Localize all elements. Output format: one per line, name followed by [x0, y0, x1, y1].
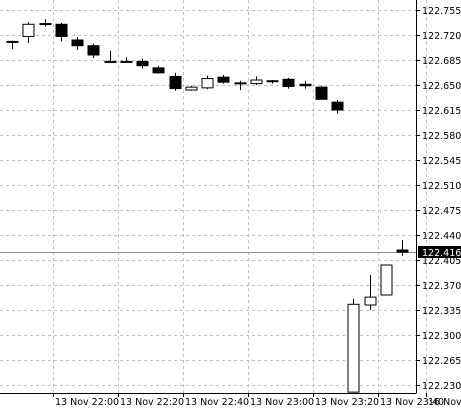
candle: [169, 72, 182, 91]
candle: [347, 298, 360, 393]
candle: [39, 19, 52, 27]
candle: [87, 43, 100, 58]
candle: [201, 75, 214, 90]
y-tick-label: 122.755: [422, 6, 461, 17]
candle-body-bull: [22, 23, 35, 37]
candle-body-bull: [380, 264, 393, 296]
y-tick-label: 122.720: [422, 31, 461, 42]
candle-body-bear: [396, 249, 409, 253]
x-tick-label: 13 Nov 23:00: [250, 397, 314, 408]
y-tick-label: 122.615: [422, 106, 461, 117]
candle: [299, 80, 312, 89]
candle: [396, 240, 409, 256]
axes: [0, 0, 417, 394]
price-badge-label: 122.416: [422, 248, 461, 259]
candle: [364, 275, 377, 310]
y-tick-label: 122.440: [422, 231, 461, 242]
x-tick-label: 13 Nov 23:40: [380, 397, 444, 408]
candle-body-bear: [87, 45, 100, 56]
y-tick-label: 122.405: [422, 256, 461, 267]
y-tick-label: 122.685: [422, 56, 461, 67]
candle: [185, 85, 198, 91]
candle: [104, 50, 117, 63]
candle: [55, 22, 68, 42]
x-tick-label: 13 Nov 23:20: [315, 397, 379, 408]
candle: [250, 76, 263, 85]
y-tick-label: 122.545: [422, 156, 461, 167]
x-tick-label: 13 Nov 22:00: [55, 397, 119, 408]
x-axis-ticks: 13 Nov 22:00 13 Nov 22:20 13 Nov 22:40 13 N…: [53, 393, 461, 408]
y-tick-label: 122.370: [422, 281, 461, 292]
current-price-badge: 122.416: [418, 246, 461, 259]
candle: [234, 80, 247, 90]
candle-body-bull: [104, 60, 117, 63]
candle-body-bull: [266, 80, 279, 83]
y-tick-label: 122.510: [422, 181, 461, 192]
candle-body-bull: [39, 23, 52, 26]
y-tick-label: 122.230: [422, 381, 461, 392]
candle-body-bear: [55, 23, 68, 37]
candle-body-bear: [315, 86, 328, 100]
x-tick-label: 13 Nov 22:40: [185, 397, 249, 408]
candle: [22, 22, 35, 43]
y-tick-label: 122.300: [422, 331, 461, 342]
candle-body-bear: [234, 82, 247, 85]
candle-body-bull: [364, 296, 377, 306]
candle: [120, 57, 133, 63]
candle-body-bear: [331, 101, 344, 111]
y-axis-ticks: 122.755 122.720 122.685 122.650 122.615 122.5…: [416, 6, 461, 392]
y-tick-label: 122.580: [422, 131, 461, 142]
candles: [6, 19, 409, 393]
candle-body-bull: [347, 303, 360, 393]
candle-body-bull: [6, 40, 19, 43]
candle: [331, 100, 344, 114]
candle: [217, 75, 230, 84]
candle-body-bear: [282, 78, 295, 87]
candle-body-bear: [136, 60, 149, 67]
candle-body-bear: [71, 39, 84, 47]
candle-body-bull: [120, 60, 133, 63]
y-tick-label: 122.475: [422, 206, 461, 217]
candle: [6, 40, 19, 50]
candle-body-bear: [217, 76, 230, 83]
candle: [71, 37, 84, 50]
candle-body-bull: [201, 78, 214, 89]
candle-body-bear: [152, 67, 165, 74]
x-tick-label: 13 Nov 22:20: [120, 397, 184, 408]
candle: [136, 58, 149, 69]
y-tick-label: 122.265: [422, 356, 461, 367]
candle: [266, 80, 279, 84]
candle-body-bear: [169, 75, 182, 90]
y-tick-label: 122.335: [422, 306, 461, 317]
candle-body-bull: [185, 86, 198, 91]
candle-body-bull: [250, 79, 263, 85]
price-badge-bg: [418, 246, 461, 258]
candle: [380, 264, 393, 296]
x-tick-label: 16 Nov 00:15: [428, 397, 461, 408]
y-tick-label: 122.650: [422, 81, 461, 92]
candle-body-bear: [299, 83, 312, 87]
candle: [282, 77, 295, 89]
candle: [315, 85, 328, 100]
candle: [152, 65, 165, 74]
grid: [0, 0, 427, 393]
